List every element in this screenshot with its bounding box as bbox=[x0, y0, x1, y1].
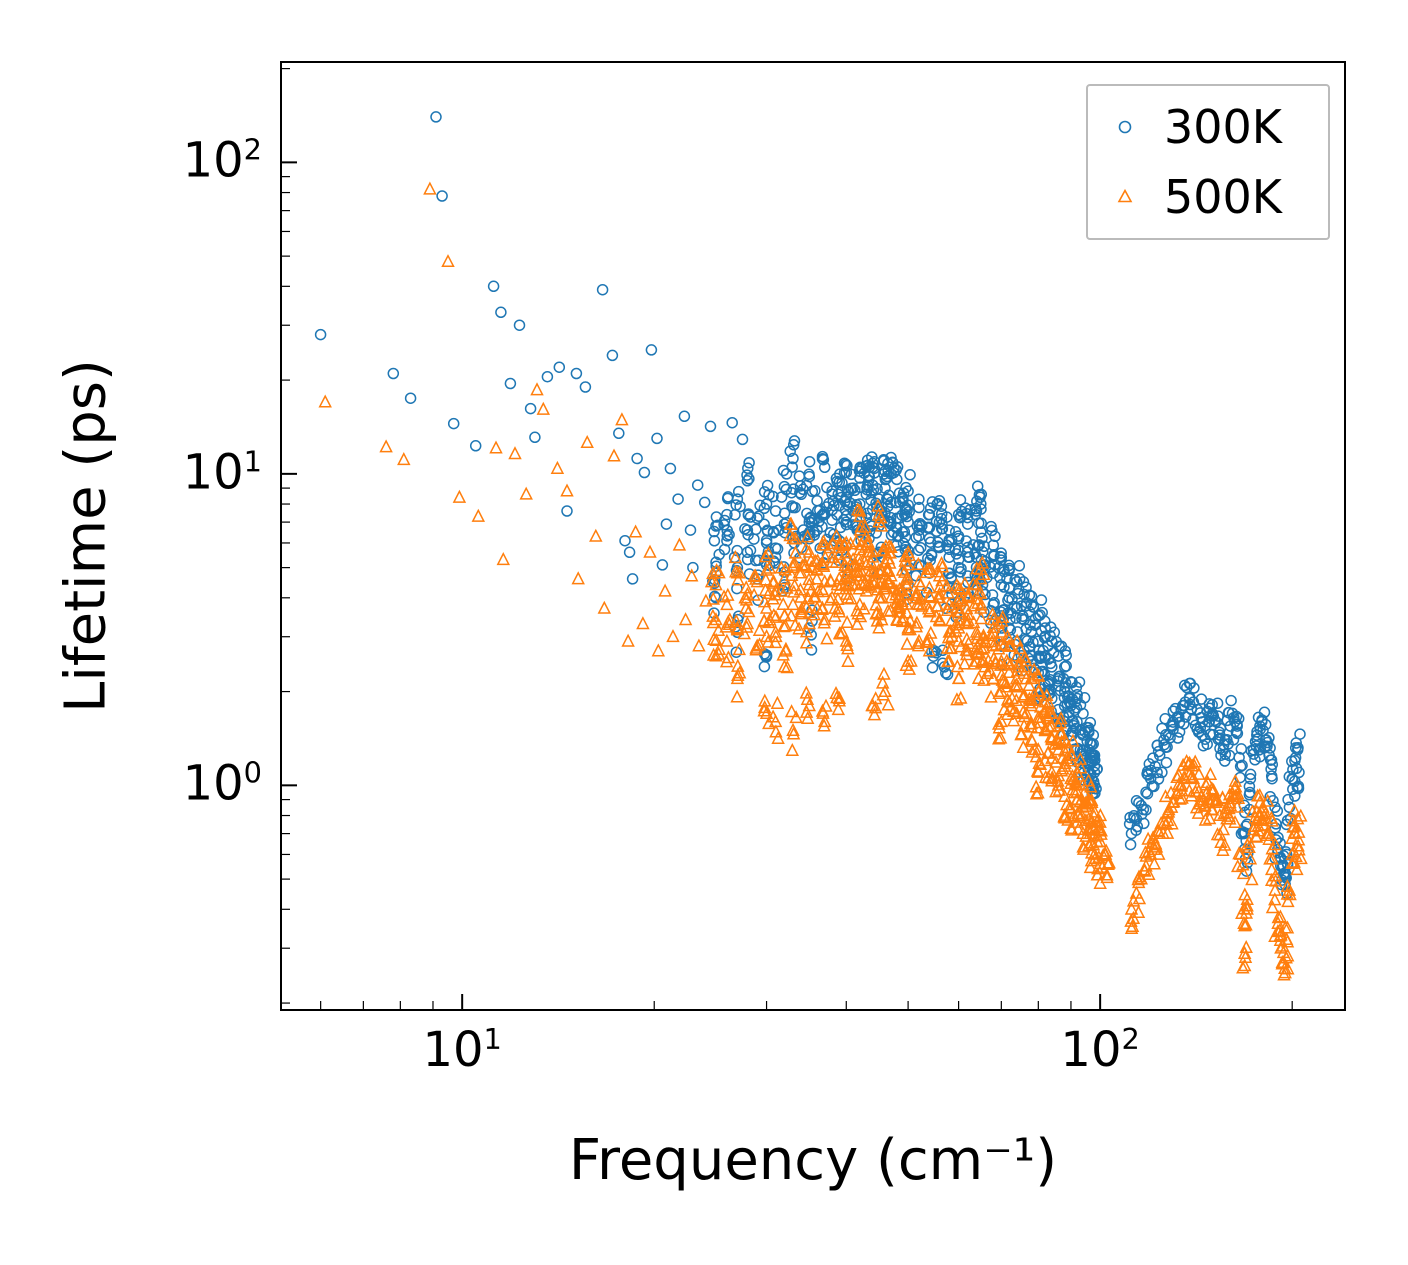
circle-marker-icon bbox=[1118, 120, 1132, 134]
tick-base: 10 bbox=[182, 132, 244, 189]
tick-exponent: 2 bbox=[243, 132, 262, 167]
tick-exponent: 1 bbox=[483, 1022, 502, 1056]
x-tick-label-10: 101 bbox=[422, 1022, 502, 1078]
legend: 300K 500K bbox=[1086, 84, 1330, 240]
x-axis-label: Frequency (cm⁻¹) bbox=[568, 1128, 1058, 1193]
legend-label: 300K bbox=[1164, 100, 1282, 154]
y-tick-label-1: 100 bbox=[70, 755, 262, 812]
y-tick-label-10: 101 bbox=[70, 446, 262, 499]
tick-base: 10 bbox=[182, 755, 244, 812]
series-points-300K bbox=[314, 111, 1306, 900]
legend-item-300k: 300K bbox=[1088, 92, 1328, 162]
series-points-500K bbox=[318, 181, 1308, 981]
x-tick-label-100: 102 bbox=[1060, 1022, 1140, 1078]
legend-label: 500K bbox=[1164, 170, 1282, 224]
tick-exponent: 0 bbox=[243, 755, 262, 790]
axis-ticks bbox=[281, 68, 1293, 1010]
y-tick-label-100: 102 bbox=[70, 132, 262, 189]
plot-spines bbox=[280, 61, 1346, 1011]
y-axis-label: Lifetime (ps) bbox=[53, 359, 119, 713]
tick-base: 10 bbox=[182, 444, 244, 501]
tick-exponent: 1 bbox=[243, 444, 262, 479]
tick-exponent: 2 bbox=[1121, 1022, 1140, 1056]
tick-base: 10 bbox=[1060, 1022, 1122, 1078]
tick-base: 10 bbox=[422, 1022, 484, 1078]
triangle-marker-icon bbox=[1117, 188, 1133, 203]
legend-item-500k: 500K bbox=[1088, 162, 1328, 232]
